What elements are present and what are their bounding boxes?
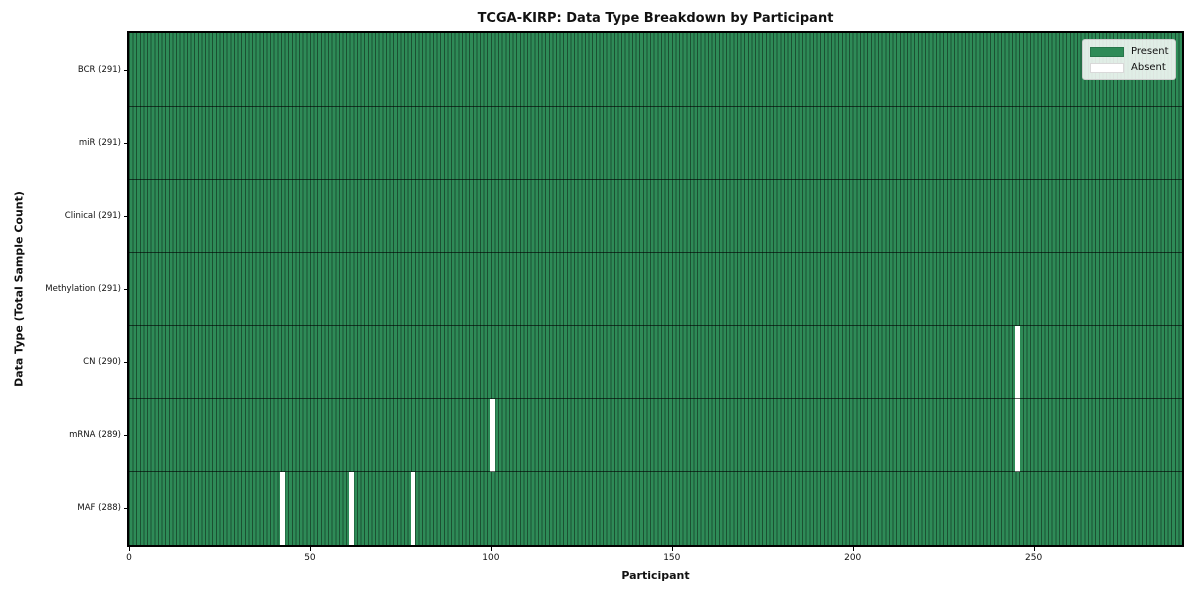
- row-gridline: [129, 178, 1182, 180]
- ytick-mark: [124, 142, 129, 144]
- row-gridline: [129, 471, 1182, 473]
- row-gridline: [129, 325, 1182, 327]
- heatmap-row-maf: [129, 471, 1182, 545]
- heatmap-plot-area: [127, 31, 1184, 547]
- xtick-mark: [309, 547, 311, 551]
- xtick-label-0: 0: [126, 553, 132, 563]
- legend-label: Present: [1131, 46, 1169, 57]
- legend: Present Absent: [1082, 39, 1176, 80]
- row-gridline: [129, 398, 1182, 400]
- ytick-mark: [124, 215, 129, 217]
- xtick-mark: [1033, 547, 1035, 551]
- xtick-mark: [852, 547, 854, 551]
- heatmap-row-mir: [129, 106, 1182, 180]
- absent-cell-maf-42: [280, 471, 286, 545]
- absent-cell-maf-61: [349, 471, 354, 545]
- ytick-label-mrna: mRNA (289): [69, 430, 121, 441]
- ytick-label-clinical: Clinical (291): [64, 210, 121, 221]
- xtick-label-250: 250: [1025, 553, 1043, 563]
- ytick-label-mir: miR (291): [78, 137, 121, 148]
- ytick-label-bcr: BCR (291): [77, 64, 121, 75]
- ytick-label-methylation: Methylation (291): [45, 284, 121, 294]
- ytick-label-cn: CN (290): [83, 357, 121, 368]
- heatmap-row-cn: [129, 325, 1182, 399]
- legend-swatch-present: [1090, 46, 1124, 57]
- legend-label: Absent: [1131, 62, 1166, 73]
- ytick-mark: [124, 508, 129, 510]
- x-axis-label: Participant: [621, 569, 690, 582]
- legend-entry-present: Present: [1090, 46, 1169, 57]
- heatmap-row-bcr: [129, 33, 1182, 107]
- absent-cell-mrna-245: [1014, 398, 1020, 472]
- heatmap-row-methylation: [129, 252, 1182, 326]
- xtick-label-150: 150: [663, 553, 681, 563]
- xtick-mark: [490, 547, 492, 551]
- xtick-label-100: 100: [482, 553, 500, 563]
- ytick-label-maf: MAF (288): [77, 503, 121, 514]
- legend-entry-absent: Absent: [1090, 62, 1168, 73]
- ytick-mark: [124, 362, 129, 364]
- ytick-mark: [124, 69, 129, 71]
- xtick-label-50: 50: [304, 553, 316, 563]
- ytick-mark: [124, 289, 129, 290]
- absent-cell-maf-78: [410, 471, 416, 545]
- xtick-mark: [129, 547, 130, 551]
- xtick-mark: [671, 547, 673, 551]
- absent-cell-mrna-100: [490, 398, 496, 472]
- heatmap-row-mrna: [129, 398, 1182, 472]
- legend-swatch-absent: [1090, 62, 1124, 73]
- row-gridline: [129, 251, 1182, 253]
- heatmap-row-clinical: [129, 179, 1182, 253]
- ytick-mark: [124, 435, 129, 437]
- chart-title: TCGA-KIRP: Data Type Breakdown by Partic…: [477, 11, 834, 26]
- xtick-label-200: 200: [844, 553, 862, 563]
- absent-cell-cn-245: [1014, 325, 1020, 399]
- row-gridline: [129, 105, 1182, 107]
